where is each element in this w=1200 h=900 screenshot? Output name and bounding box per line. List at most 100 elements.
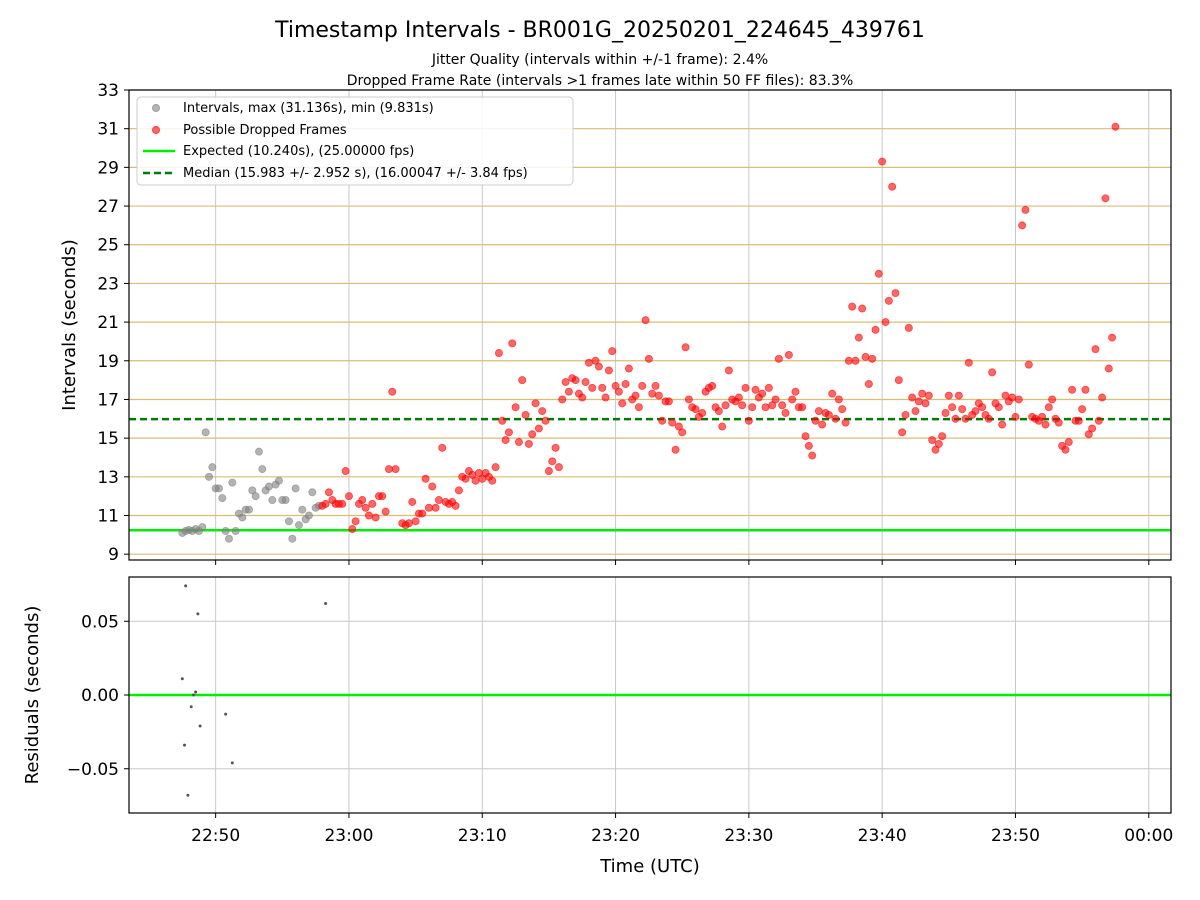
dropped-frame-point	[664, 397, 673, 406]
bottom-y-tick-label: −0.05	[67, 760, 119, 780]
dropped-frame-point	[851, 356, 860, 365]
interval-point	[228, 478, 237, 487]
dropped-frame-point	[634, 403, 643, 412]
dropped-frame-point	[1088, 424, 1097, 433]
interval-point	[264, 482, 273, 491]
residual-point	[230, 761, 234, 765]
dropped-frame-point	[948, 403, 957, 412]
dropped-frame-point	[408, 497, 417, 506]
interval-point	[224, 534, 233, 543]
legend-median-label: Median (15.983 +/- 2.952 s), (16.00047 +…	[183, 166, 528, 181]
interval-point	[288, 534, 297, 543]
dropped-frame-point	[1108, 333, 1117, 342]
dropped-frame-point	[828, 389, 837, 398]
dropped-frame-point	[874, 269, 883, 278]
dropped-frame-point	[801, 432, 810, 441]
dropped-frame-point	[498, 416, 507, 425]
dropped-frame-point	[594, 362, 603, 371]
dropped-frame-point	[798, 403, 807, 412]
dropped-frame-point	[681, 343, 690, 352]
dropped-frame-point	[771, 395, 780, 404]
dropped-frame-point	[601, 393, 610, 402]
interval-point	[308, 488, 317, 497]
dropped-frame-point	[1068, 385, 1077, 394]
interval-point	[214, 484, 223, 493]
interval-point	[218, 494, 227, 503]
dropped-frame-point	[584, 358, 593, 367]
dropped-frame-point	[724, 366, 733, 375]
x-tick-label: 23:50	[991, 826, 1040, 846]
dropped-frame-point	[651, 381, 660, 390]
dropped-frame-point	[1098, 393, 1107, 402]
dropped-frame-point	[508, 339, 517, 348]
legend-intervals-label: Intervals, max (31.136s), min (9.831s)	[183, 101, 434, 116]
dropped-frame-point	[521, 410, 530, 419]
interval-point	[231, 526, 240, 535]
top-y-tick-label: 31	[97, 120, 119, 140]
dropped-frame-point	[958, 405, 967, 414]
dropped-frame-point	[894, 376, 903, 385]
dropped-frame-point	[951, 414, 960, 423]
dropped-frame-point	[644, 354, 653, 363]
dropped-frame-point	[684, 395, 693, 404]
dropped-frame-point	[901, 410, 910, 419]
dropped-frame-point	[714, 407, 723, 416]
legend: Intervals, max (31.136s), min (9.831s) P…	[136, 96, 574, 186]
dropped-frame-point	[418, 509, 427, 518]
interval-point	[201, 428, 210, 437]
dropped-frame-point	[844, 356, 853, 365]
dropped-frame-point	[411, 517, 420, 526]
dropped-frame-point	[454, 486, 463, 495]
dropped-frame-point	[1094, 416, 1103, 425]
top-x-ticks	[215, 560, 1150, 565]
dropped-frame-point	[818, 420, 827, 429]
top-reference-lines	[129, 417, 1171, 532]
dropped-frame-point	[884, 296, 893, 305]
dropped-frame-point	[1078, 405, 1087, 414]
dropped-frame-point	[1091, 345, 1100, 354]
interval-point	[258, 465, 267, 474]
residual-point	[183, 743, 187, 747]
x-tick-label: 22:50	[191, 826, 240, 846]
dropped-frame-point	[841, 418, 850, 427]
dropped-frame-point	[358, 496, 367, 505]
dropped-frame-point	[324, 488, 333, 497]
interval-point	[284, 517, 293, 526]
residual-point	[194, 690, 198, 694]
dropped-frame-point	[964, 358, 973, 367]
dropped-frame-point	[721, 401, 730, 410]
dropped-frame-point	[971, 407, 980, 416]
dropped-frame-point	[988, 368, 997, 377]
dropped-frame-point	[538, 407, 547, 416]
dropped-frame-point	[431, 503, 440, 512]
top-scatter-points	[178, 122, 1120, 543]
x-tick-label: 00:00	[1124, 826, 1173, 846]
dropped-frame-point	[738, 401, 747, 410]
chart-title: Timestamp Intervals - BR001G_20250201_22…	[274, 18, 925, 43]
x-tick-label: 23:00	[324, 826, 373, 846]
dropped-frame-point	[1104, 364, 1113, 373]
dropped-frame-point	[648, 389, 657, 398]
dropped-frame-point	[1064, 438, 1073, 447]
dropped-frame-point	[908, 393, 917, 402]
residual-point	[191, 693, 195, 697]
dropped-frame-point	[748, 403, 757, 412]
dropped-frame-point	[541, 416, 550, 425]
dropped-frame-point	[944, 391, 953, 400]
dropped-frame-point	[961, 414, 970, 423]
dropped-frame-point	[804, 441, 813, 450]
dropped-frame-point	[858, 304, 867, 313]
dropped-frame-point	[658, 416, 667, 425]
dropped-frame-point	[1074, 416, 1083, 425]
top-y-tick-label: 9	[108, 545, 119, 565]
dropped-frame-point	[904, 323, 913, 332]
dropped-frame-point	[778, 401, 787, 410]
dropped-frame-point	[1061, 445, 1070, 454]
dropped-frame-point	[934, 439, 943, 448]
dropped-frame-point	[1111, 122, 1120, 131]
x-tick-label: 23:40	[858, 826, 907, 846]
dropped-frame-point	[928, 436, 937, 445]
dropped-frame-point	[471, 476, 480, 485]
interval-point	[268, 496, 277, 505]
dropped-frame-point	[1101, 194, 1110, 203]
